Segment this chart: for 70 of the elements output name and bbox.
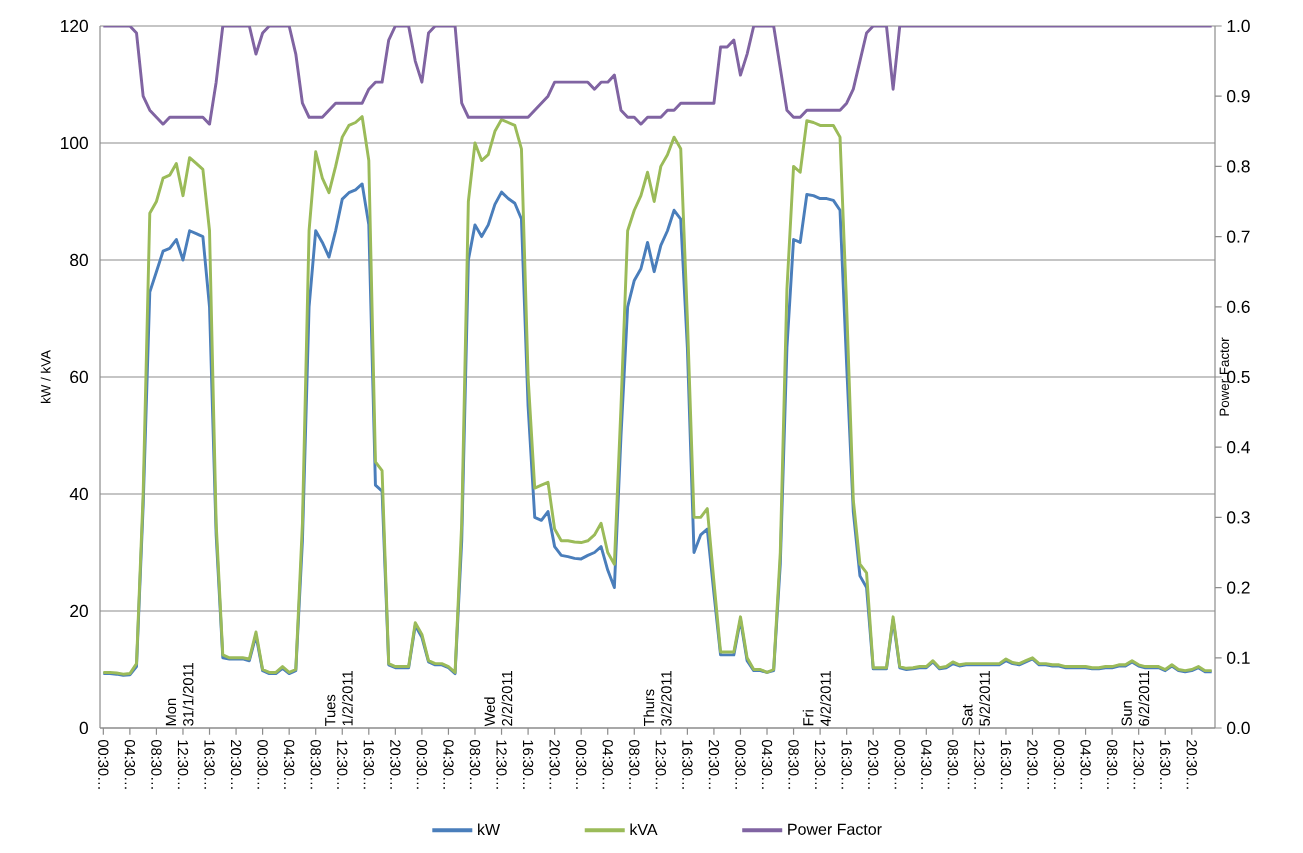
x-tick-label: 04:30… bbox=[283, 739, 295, 789]
x-tick-label: 16:30… bbox=[1000, 740, 1012, 789]
y2-tick-label: 0.4 bbox=[1227, 441, 1250, 454]
x-tick-label: 12:30… bbox=[496, 740, 507, 789]
y2-tick-label: 0.1 bbox=[1227, 651, 1250, 664]
x-tick-label: 08:30… bbox=[310, 739, 321, 789]
x-tick-label: 08:30… bbox=[788, 739, 799, 789]
x-tick-label: 04:30… bbox=[602, 739, 613, 789]
x-tick-label: 20:30… bbox=[549, 740, 560, 789]
y-tick-label: 0 bbox=[79, 721, 88, 735]
x-tick-label: 16:30… bbox=[204, 740, 215, 789]
y-tick-label: 120 bbox=[61, 19, 88, 33]
y-tick-label: 100 bbox=[61, 136, 88, 150]
annotation: Sat 5/2/2011 bbox=[962, 671, 990, 726]
y2-tick-label: 1.0 bbox=[1227, 19, 1250, 33]
y2-tick-label: 0.0 bbox=[1227, 721, 1250, 735]
x-tick-label: 00:30… bbox=[1053, 739, 1065, 789]
legend-label: Power Factor bbox=[788, 823, 882, 835]
x-tick-label: 00:30… bbox=[416, 739, 428, 789]
annotation: Fri 4/2/2011 bbox=[802, 671, 831, 727]
annotation: Tues 1/2/2011 bbox=[325, 671, 353, 727]
annotation: Mon 31/1/2011 bbox=[165, 662, 194, 726]
annotation: Sun 6/2/2011 bbox=[1121, 671, 1150, 726]
x-tick-label: 16:30… bbox=[363, 740, 374, 789]
x-tick-label: 16:30… bbox=[522, 740, 534, 789]
x-tick-label: 04:30… bbox=[124, 739, 136, 789]
y-tick-label: 60 bbox=[70, 370, 88, 384]
x-tick-label: 16:30… bbox=[682, 740, 693, 789]
x-tick-label: 04:30… bbox=[443, 739, 454, 789]
x-tick-label: 08:30… bbox=[1106, 739, 1118, 789]
y2-tick-label: 0.7 bbox=[1227, 230, 1250, 243]
x-tick-label: 00:30… bbox=[98, 739, 109, 789]
y2-tick-label: 0.3 bbox=[1227, 511, 1250, 524]
x-tick-label: 08:30… bbox=[629, 739, 640, 789]
x-tick-label: 00:30… bbox=[257, 739, 268, 789]
x-tick-label: 12:30… bbox=[814, 740, 826, 789]
x-tick-label: 04:30… bbox=[1080, 739, 1091, 789]
x-tick-label: 20:30… bbox=[230, 740, 242, 789]
y-axis-title: kW / kVA bbox=[40, 350, 51, 403]
x-tick-label: 08:30… bbox=[151, 739, 162, 789]
y-tick-label: 40 bbox=[69, 487, 88, 501]
x-tick-label: 12:30… bbox=[337, 740, 348, 789]
x-tick-label: 20:30… bbox=[868, 740, 879, 789]
y2-tick-label: 0.9 bbox=[1227, 90, 1250, 103]
legend-label: kVA bbox=[630, 823, 658, 836]
y-tick-label: 20 bbox=[70, 604, 88, 618]
x-tick-label: 16:30… bbox=[1160, 740, 1171, 789]
x-tick-label: 12:30… bbox=[1133, 740, 1144, 789]
x-tick-label: 04:30… bbox=[761, 739, 773, 789]
x-tick-label: 20:30… bbox=[708, 740, 720, 789]
y2-tick-label: 0.6 bbox=[1227, 300, 1250, 313]
x-tick-label: 04:30… bbox=[921, 739, 932, 789]
legend-label: kW bbox=[478, 823, 501, 836]
x-tick-label: 00:30… bbox=[735, 739, 746, 789]
x-tick-label: 08:30… bbox=[947, 739, 959, 789]
x-tick-label: 12:30… bbox=[177, 740, 189, 789]
y-tick-label: 80 bbox=[70, 253, 88, 267]
annotation: Wed 2/2/2011 bbox=[484, 671, 513, 727]
x-tick-label: 16:30… bbox=[841, 740, 852, 789]
x-tick-label: 20:30… bbox=[1027, 740, 1038, 789]
y2-tick-label: 0.8 bbox=[1227, 160, 1250, 173]
x-tick-label: 12:30… bbox=[655, 740, 666, 789]
annotation: Thurs 3/2/2011 bbox=[643, 671, 672, 727]
x-tick-label: 20:30… bbox=[1186, 740, 1197, 789]
y2-tick-label: 0.2 bbox=[1227, 581, 1250, 594]
x-tick-label: 08:30… bbox=[469, 739, 481, 789]
x-tick-label: 20:30… bbox=[390, 740, 401, 789]
x-tick-label: 12:30… bbox=[974, 740, 985, 789]
x-tick-label: 00:30… bbox=[575, 739, 587, 789]
x-tick-label: 00:30… bbox=[894, 739, 905, 789]
